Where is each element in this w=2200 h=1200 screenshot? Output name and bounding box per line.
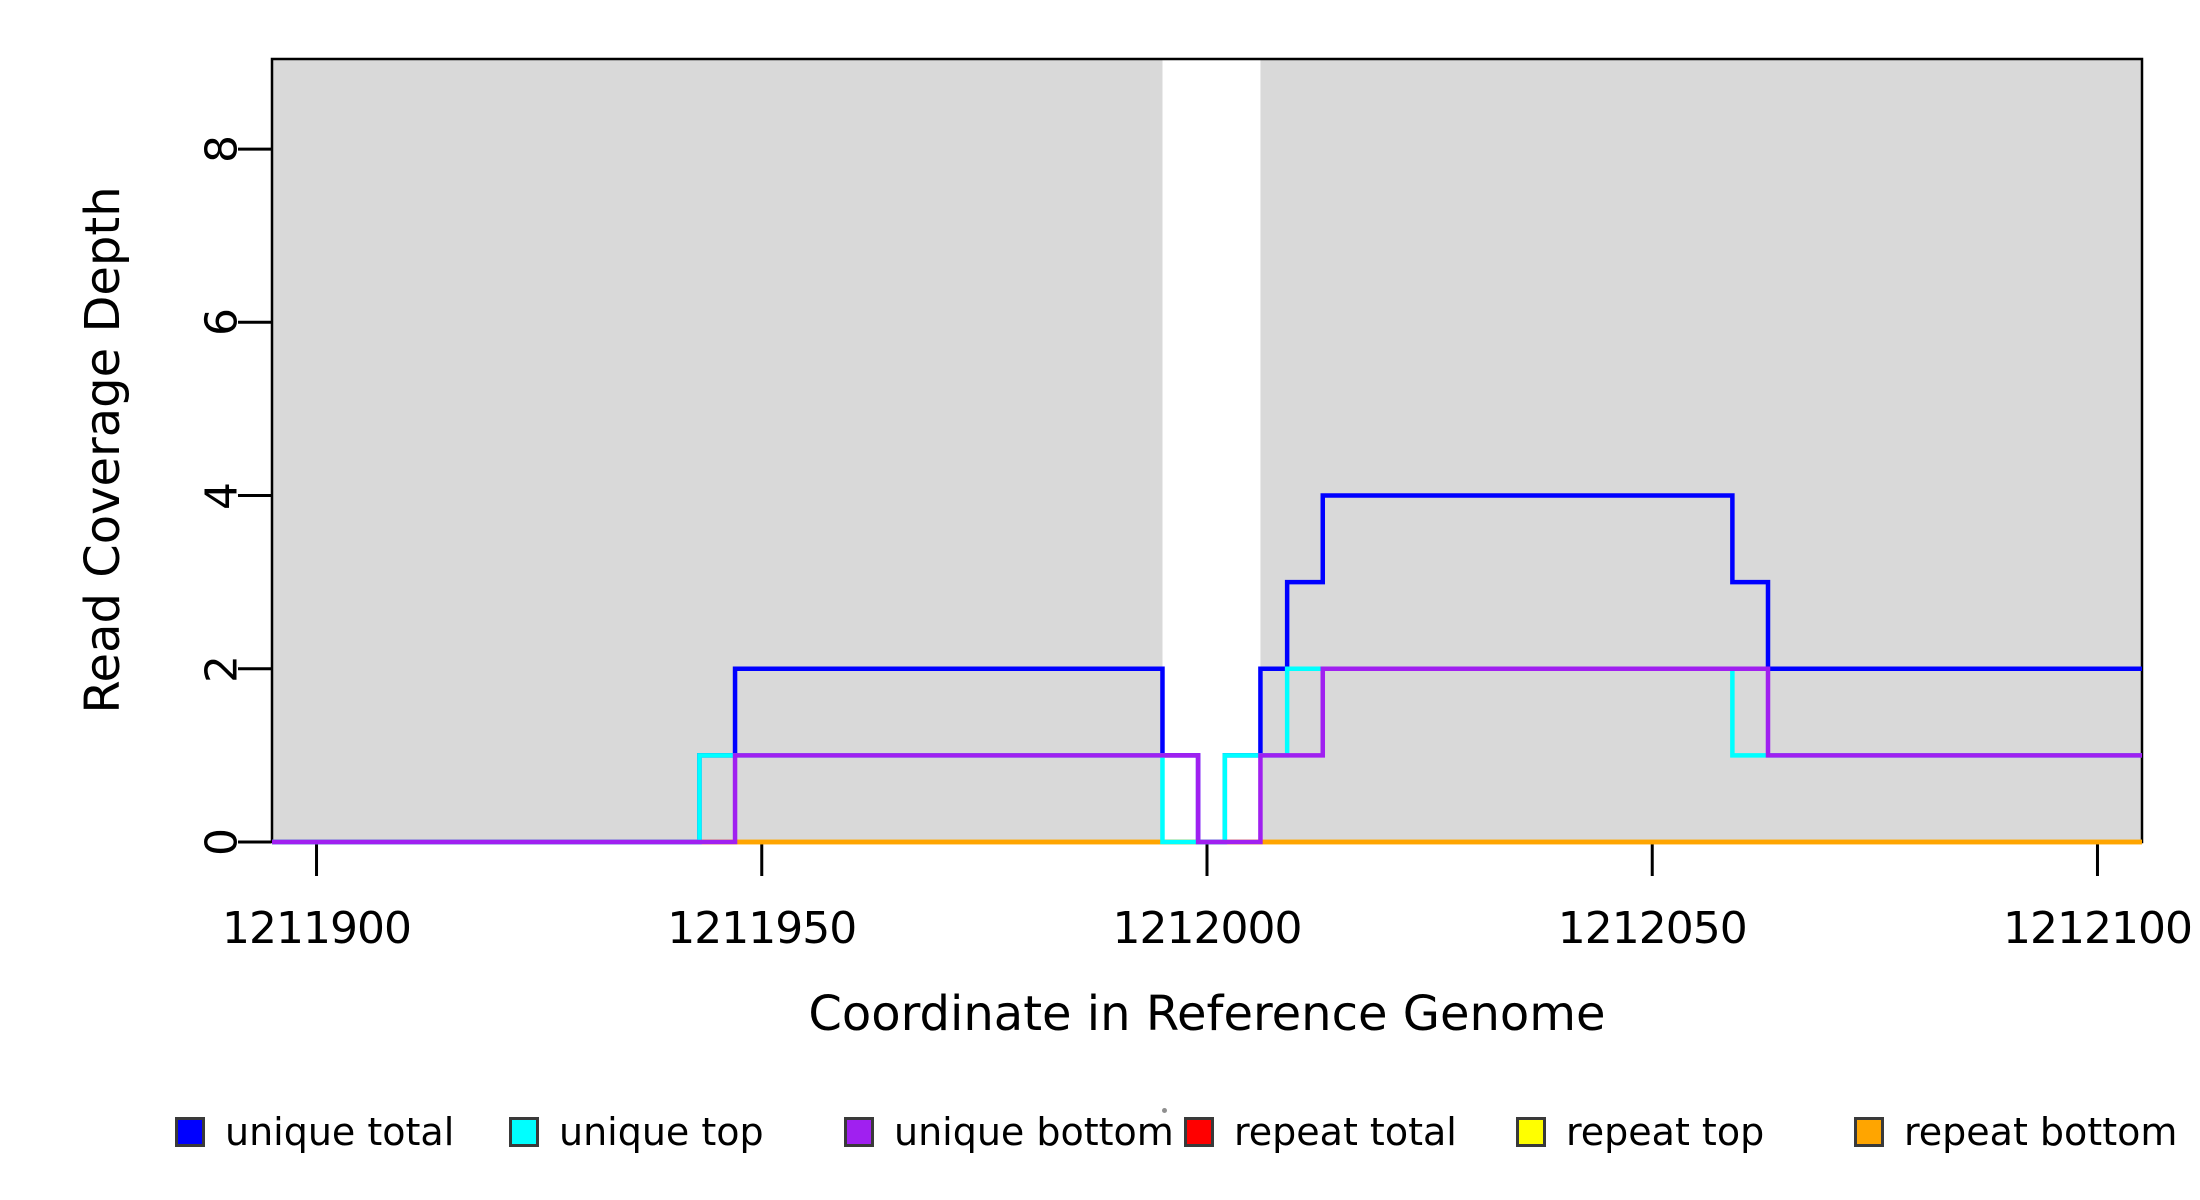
y-tick-label: 2 [196, 654, 248, 683]
legend-item-repeat-total: repeat total [1184, 1110, 1457, 1154]
legend-item-unique-top: unique top [509, 1110, 764, 1154]
left-gray-region [272, 60, 1163, 842]
x-tick-label: 1211900 [222, 903, 412, 954]
legend-label: unique bottom [894, 1110, 1174, 1154]
legend-label: unique top [559, 1110, 764, 1154]
legend-label: repeat top [1566, 1110, 1765, 1154]
stray-dot-artifact [1162, 1108, 1167, 1113]
x-tick-label: 1212050 [1557, 903, 1748, 954]
legend-swatch-icon [175, 1117, 205, 1147]
y-tick-label: 4 [196, 481, 248, 510]
series-line-unique-top [272, 666, 2142, 845]
legend-label: repeat total [1234, 1110, 1457, 1154]
y-axis-title: Read Coverage Depth [75, 186, 131, 714]
series-line-unique-bottom [272, 666, 2142, 845]
x-axis-title: Coordinate in Reference Genome [808, 986, 1606, 1042]
right-gray-region [1260, 60, 2142, 842]
legend-swatch-icon [1516, 1117, 1546, 1147]
legend-label: unique total [225, 1110, 455, 1154]
x-tick-label: 1211950 [667, 903, 857, 954]
y-tick-label: 8 [196, 135, 248, 164]
x-tick-label: 1212100 [2002, 903, 2193, 954]
legend-item-repeat-bottom: repeat bottom [1854, 1110, 2177, 1154]
x-tick-label: 1212000 [1112, 903, 1303, 954]
legend-swatch-icon [844, 1117, 874, 1147]
legend-swatch-icon [1184, 1117, 1214, 1147]
y-tick-label: 0 [196, 828, 248, 856]
legend-item-unique-bottom: unique bottom [844, 1110, 1174, 1154]
legend-item-repeat-top: repeat top [1516, 1110, 1764, 1154]
legend-item-unique-total: unique total [175, 1110, 454, 1154]
legend-swatch-icon [509, 1117, 539, 1147]
legend-swatch-icon [1854, 1117, 1884, 1147]
legend-label: repeat bottom [1904, 1110, 2178, 1154]
y-tick-label: 6 [196, 308, 248, 337]
